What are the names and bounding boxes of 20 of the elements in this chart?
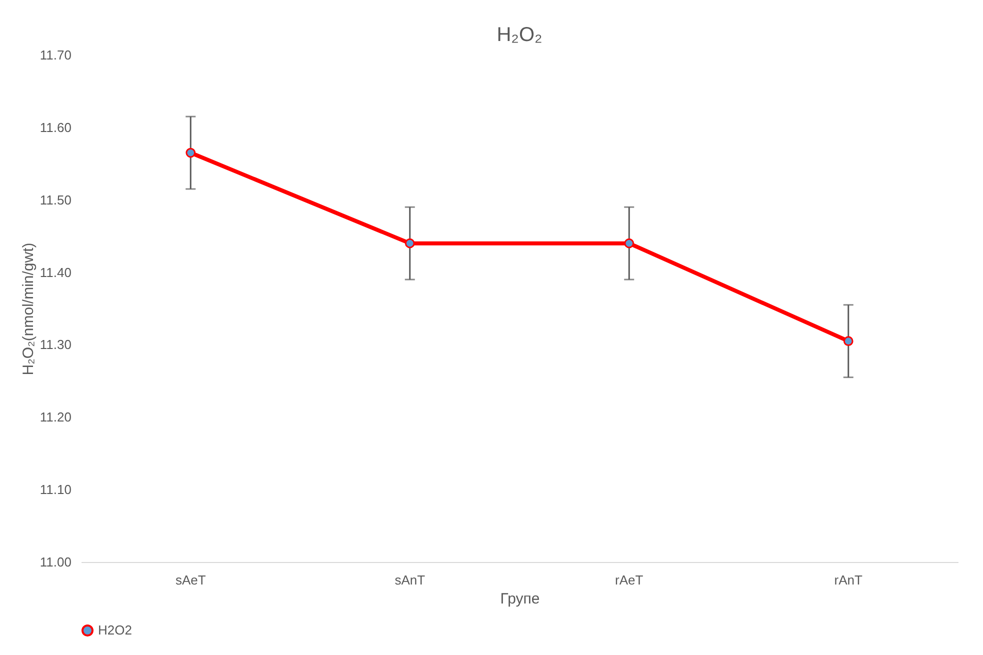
point	[186, 148, 196, 158]
point	[404, 238, 415, 248]
x-tick-label: rAnT	[834, 572, 863, 588]
y-tick-label: 11.30	[40, 337, 72, 352]
point	[624, 238, 634, 248]
x-tick-label: sAeT	[175, 572, 206, 588]
y-tick-label: 11.20	[40, 410, 72, 425]
y-tick-label: 11.70	[40, 48, 72, 62]
x-tick-label: rAeT	[615, 572, 644, 588]
y-tick-label: 11.10	[40, 482, 72, 498]
x-tick-label: sAnT	[394, 572, 426, 588]
y-tick-label: 11.40	[40, 264, 72, 280]
y-axis-title: H₂O₂(nmol/min/gwt)	[20, 242, 37, 376]
legend-label: H2O2	[98, 622, 132, 638]
chart-title: H₂O₂	[496, 24, 542, 46]
y-tick-label: 11.00	[40, 554, 72, 570]
y-tick-label: 11.60	[40, 120, 72, 135]
y-tick-label: 11.50	[40, 192, 72, 208]
x-axis-title: Групе	[500, 590, 540, 608]
point	[843, 336, 854, 346]
